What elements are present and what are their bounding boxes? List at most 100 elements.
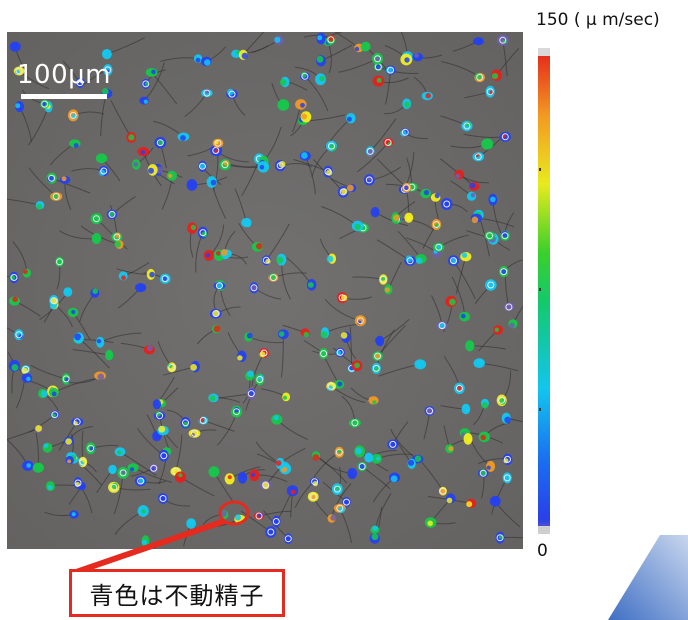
sperm-head-track bbox=[190, 364, 198, 371]
sperm-head-outline bbox=[250, 284, 258, 292]
sperm-head-track bbox=[330, 514, 337, 521]
sperm-head-track bbox=[504, 416, 511, 424]
sperm-head-track bbox=[96, 339, 102, 344]
decorative-triangle bbox=[608, 535, 688, 620]
sperm-head-track bbox=[476, 39, 482, 45]
sperm-head-outline bbox=[182, 419, 189, 427]
sperm-head-outline bbox=[56, 258, 63, 266]
sperm-head-track bbox=[107, 352, 113, 358]
sperm-head-track bbox=[246, 332, 253, 339]
sperm-head-outline bbox=[142, 80, 150, 88]
sperm-head-outline bbox=[52, 193, 60, 200]
colorbar-max-label: 150 ( μ m/sec) bbox=[536, 10, 660, 30]
sperm-head-track bbox=[227, 475, 232, 480]
sperm-head-track bbox=[491, 73, 499, 80]
sperm-head-outline bbox=[10, 274, 18, 281]
sperm-head-track bbox=[403, 185, 409, 191]
sperm-head-track bbox=[455, 173, 461, 179]
sperm-head-track bbox=[280, 101, 288, 108]
sperm-head-track bbox=[466, 501, 473, 508]
sperm-head-outline bbox=[191, 429, 198, 437]
sperm-head-track bbox=[483, 139, 488, 145]
sperm-head-track bbox=[149, 271, 155, 278]
sperm-head-track bbox=[480, 434, 486, 441]
sperm-head-outline bbox=[487, 281, 495, 289]
sperm-head-track bbox=[73, 143, 79, 148]
sperm-head-track bbox=[501, 269, 507, 275]
sperm-head-track bbox=[189, 182, 195, 188]
colorbar-min-label: 0 bbox=[537, 541, 548, 561]
callout-arrow bbox=[70, 519, 228, 571]
sperm-tail bbox=[7, 428, 39, 441]
sperm-head-track bbox=[476, 358, 483, 365]
sperm-head-outline bbox=[301, 72, 309, 80]
sperm-head-track bbox=[162, 276, 167, 281]
sperm-head-outline bbox=[327, 36, 335, 44]
sperm-head-track bbox=[486, 465, 491, 470]
sperm-head-track bbox=[188, 518, 195, 525]
sperm-head-outline bbox=[272, 518, 280, 525]
sperm-head-track bbox=[376, 456, 381, 461]
sperm-head-track bbox=[47, 485, 53, 490]
sperm-head-track bbox=[438, 322, 446, 329]
sperm-head-outline bbox=[267, 528, 275, 536]
sperm-head-track bbox=[494, 327, 499, 332]
sperm-head-track bbox=[211, 470, 216, 475]
sperm-head-outline bbox=[327, 382, 335, 390]
sperm-head-track bbox=[372, 400, 377, 405]
sperm-head-track bbox=[320, 331, 328, 339]
sperm-head-track bbox=[393, 214, 400, 222]
sperm-head-outline bbox=[486, 232, 494, 240]
sperm-head-track bbox=[204, 59, 211, 66]
sperm-head-outline bbox=[336, 348, 344, 356]
sperm-head-outline bbox=[324, 168, 332, 176]
sperm-head-outline bbox=[343, 498, 350, 506]
sperm-head-track bbox=[316, 55, 324, 63]
sperm-head-outline bbox=[69, 111, 77, 119]
sperm-head-outline bbox=[387, 66, 395, 74]
sperm-head-outline bbox=[335, 448, 343, 456]
sperm-head-track bbox=[349, 472, 354, 478]
sperm-head-track bbox=[35, 425, 42, 432]
sperm-head-track bbox=[97, 373, 105, 381]
sperm-head-track bbox=[364, 457, 370, 462]
sperm-head-outline bbox=[62, 375, 70, 383]
sperm-head-outline bbox=[228, 90, 236, 98]
sperm-head-outline bbox=[108, 210, 116, 218]
sperm-head-track bbox=[375, 56, 381, 62]
sperm-head-track bbox=[311, 495, 316, 500]
sperm-head-outline bbox=[87, 444, 95, 452]
sperm-head-outline bbox=[374, 352, 382, 360]
sperm-head-track bbox=[374, 209, 379, 215]
sperm-head-outline bbox=[160, 452, 168, 460]
sperm-head-outline bbox=[76, 79, 84, 87]
sperm-head-track bbox=[99, 156, 104, 161]
sperm-head-track bbox=[256, 243, 263, 250]
sperm-head-track bbox=[490, 196, 496, 203]
sperm-head-track bbox=[233, 407, 240, 413]
sperm-head-outline bbox=[161, 275, 169, 283]
sperm-head-track bbox=[375, 337, 381, 344]
sperm-head-track bbox=[415, 257, 423, 264]
sperm-head-track bbox=[461, 252, 468, 258]
sperm-head-outline bbox=[15, 331, 23, 339]
sperm-head-track bbox=[205, 253, 211, 258]
sperm-head-track bbox=[380, 276, 386, 281]
sperm-head-track bbox=[110, 469, 115, 474]
callout-box: 青色は不動精子 bbox=[69, 569, 285, 617]
sperm-head-track bbox=[328, 34, 335, 42]
sperm-head-track bbox=[221, 249, 228, 256]
sperm-head-outline bbox=[499, 36, 507, 44]
sperm-head-outline bbox=[73, 418, 81, 426]
sperm-head-track bbox=[251, 285, 257, 292]
sperm-head-track bbox=[151, 69, 156, 75]
sperm-head-track bbox=[15, 103, 21, 109]
sperm-head-outline bbox=[22, 365, 30, 373]
sperm-head-track bbox=[43, 443, 49, 449]
sperm-head-outline bbox=[284, 535, 292, 543]
sperm-head-track bbox=[101, 88, 109, 95]
sperm-head-outline bbox=[247, 390, 255, 398]
sperm-head-track bbox=[22, 269, 28, 275]
sperm-head-track bbox=[347, 184, 354, 192]
micrograph: 100μm bbox=[7, 32, 523, 549]
